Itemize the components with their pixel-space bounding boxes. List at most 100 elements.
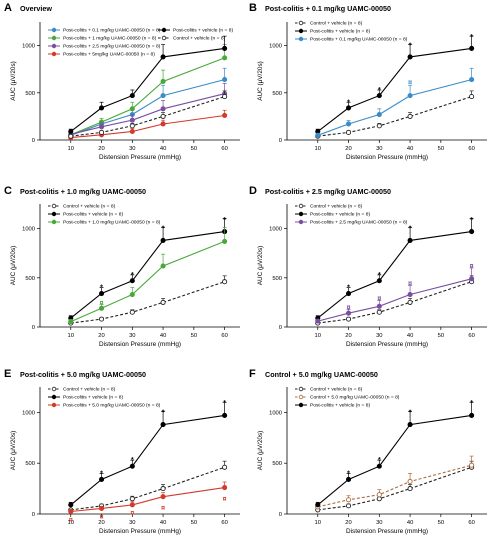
series-line xyxy=(70,240,225,323)
data-point xyxy=(469,412,475,418)
data-point xyxy=(222,45,228,51)
data-point xyxy=(407,291,413,298)
legend-entry: Post-colitis + 5mg/kg UAMC-00050 (n = 8) xyxy=(63,52,155,58)
y-tick-label: 500 xyxy=(25,461,35,467)
y-axis-label: AUC (μV/20s) xyxy=(257,246,264,286)
x-tick-label: 60 xyxy=(468,333,474,339)
significance-marker: ¤ xyxy=(100,300,104,307)
legend-entry: Post-colitis + 5.0 mg/kg UAMC-00050 (n =… xyxy=(63,403,161,409)
legend-swatch-marker xyxy=(51,203,57,209)
significance-marker: * xyxy=(100,285,103,292)
x-tick-label: 40 xyxy=(160,146,166,152)
series-line xyxy=(317,79,472,136)
y-axis-label: AUC (μV/20s) xyxy=(10,431,17,471)
series-d10 xyxy=(68,227,228,325)
data-point xyxy=(345,290,352,297)
legend-swatch-marker xyxy=(298,402,304,408)
significance-marker: ¤ xyxy=(130,510,134,517)
significance-marker: * xyxy=(470,34,473,41)
x-tick-label: 40 xyxy=(407,333,413,339)
x-tick-label: 20 xyxy=(345,333,351,339)
significance-marker: ¤ xyxy=(408,79,412,86)
y-tick-label: 1000 xyxy=(22,227,35,233)
y-tick-label: 0 xyxy=(279,512,282,518)
series-d25 xyxy=(68,83,228,137)
legend-swatch-marker xyxy=(51,51,57,57)
data-point xyxy=(315,318,321,324)
x-tick-label: 50 xyxy=(191,520,197,526)
y-tick-label: 0 xyxy=(32,512,35,518)
data-point xyxy=(68,502,74,508)
data-point xyxy=(98,105,105,111)
x-tick-label: 30 xyxy=(129,333,135,339)
series-line xyxy=(317,281,472,324)
legend-swatch-marker xyxy=(51,43,57,49)
significance-marker: ¤ xyxy=(161,505,165,512)
panel-letter: C xyxy=(4,185,12,197)
x-tick-label: 20 xyxy=(98,146,104,152)
data-point xyxy=(345,129,352,135)
series-line xyxy=(70,281,225,324)
data-point xyxy=(129,291,135,298)
chart-panel-c: C Post-colitis + 1.0 mg/kg UAMC-00050 0 500… xyxy=(4,185,240,348)
x-tick-label: 10 xyxy=(315,520,321,526)
panel-letter: B xyxy=(249,2,257,14)
series-line xyxy=(317,96,472,137)
legend-swatch-marker xyxy=(298,203,304,209)
series-line xyxy=(70,231,225,319)
data-point xyxy=(222,279,228,285)
x-tick-label: 50 xyxy=(191,333,197,339)
legend-entry: Control + vehicle (n = 8) xyxy=(310,21,363,27)
data-point xyxy=(315,132,321,138)
data-point xyxy=(345,310,352,316)
chart-panel-a: A Overview 0 500 1000 10 20 30 40 50 60 Distension … xyxy=(4,2,240,161)
series-ctl xyxy=(68,90,228,139)
data-point xyxy=(160,121,166,127)
data-point xyxy=(160,237,166,243)
data-point xyxy=(345,316,352,322)
data-point xyxy=(376,278,382,284)
y-tick-label: 1000 xyxy=(269,227,282,233)
legend-swatch-marker xyxy=(298,36,304,42)
series-line xyxy=(70,466,225,511)
y-tick-label: 0 xyxy=(32,325,35,331)
significance-marker: * xyxy=(100,470,103,477)
data-point xyxy=(98,476,105,483)
x-tick-label: 30 xyxy=(376,520,382,526)
x-tick-label: 60 xyxy=(468,520,474,526)
data-point xyxy=(376,111,382,118)
significance-marker: * xyxy=(409,226,412,233)
data-point xyxy=(222,112,228,119)
data-point xyxy=(407,486,413,492)
x-tick-label: 50 xyxy=(438,146,444,152)
x-tick-label: 30 xyxy=(129,146,135,152)
significance-marker: ¤ xyxy=(377,295,381,302)
legend-entry: Post-colitis + vehicle (n = 8) xyxy=(310,403,370,409)
y-tick-label: 500 xyxy=(25,276,35,282)
legend-entry: Post-colitis + vehicle (n = 8) xyxy=(173,28,233,34)
data-point xyxy=(222,238,228,244)
series-line xyxy=(70,57,225,136)
significance-marker: * xyxy=(470,400,473,407)
series-line xyxy=(317,231,472,319)
chart-panel-e: E Post-colitis + 5.0 mg/kg UAMC-00050 0 500… xyxy=(4,368,240,535)
chart-panel-b: B Post-colitis + 0.1 mg/kg UAMC-00050 0 500… xyxy=(249,2,487,161)
series-ctl50 xyxy=(315,455,475,510)
significance-marker: ¤ xyxy=(347,304,351,311)
y-axis-label: AUC (μV/20s) xyxy=(257,431,264,471)
data-point xyxy=(376,93,382,99)
series-veh xyxy=(68,401,228,508)
legend-entry: Control + vehicle (n = 8) xyxy=(173,36,226,42)
data-point xyxy=(345,121,352,127)
panel-letter: D xyxy=(249,185,257,197)
series-line xyxy=(70,487,225,513)
legend-entry: Control + vehicle (n = 8) xyxy=(310,204,363,210)
data-point xyxy=(345,476,352,483)
chart-panel-f: F Control + 5.0 mg/kg UAMC-00050 0 500 1000 1… xyxy=(249,368,487,535)
series-d50 xyxy=(68,109,228,141)
y-axis-label: AUC (μV/20s) xyxy=(10,246,17,286)
data-point xyxy=(469,45,475,51)
data-point xyxy=(376,123,382,129)
legend-swatch-marker xyxy=(298,386,304,392)
